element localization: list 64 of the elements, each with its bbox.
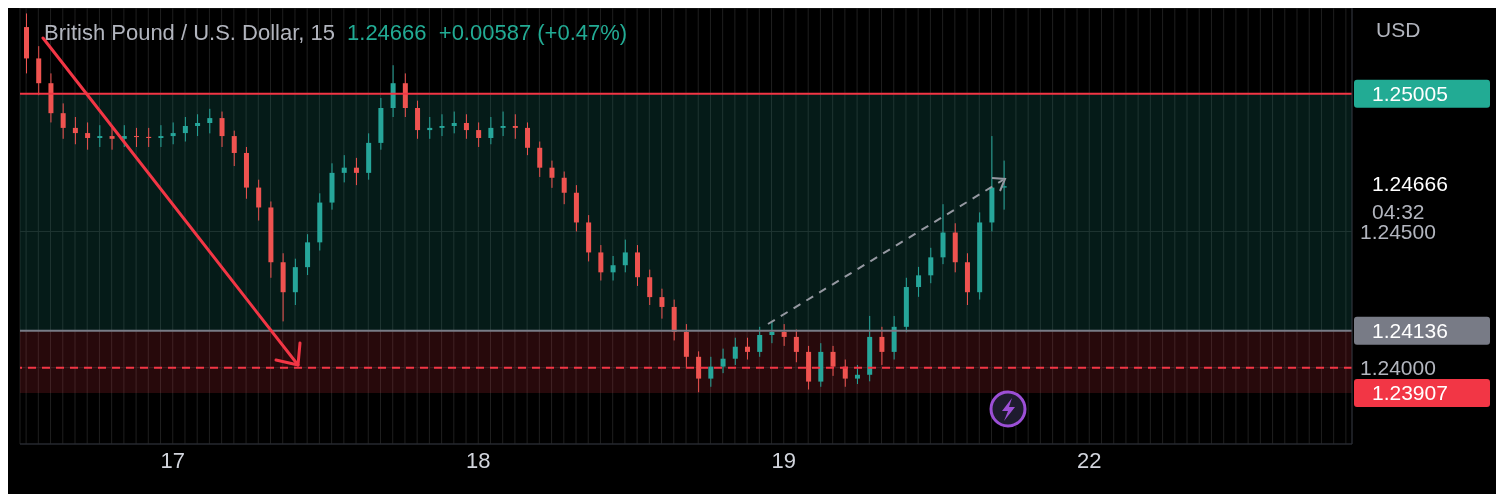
candlestick — [793, 329, 799, 363]
candlestick — [708, 356, 714, 388]
candlestick — [696, 350, 702, 393]
x-tick-label: 18 — [466, 447, 491, 473]
candlestick — [121, 124, 127, 148]
candlestick — [610, 255, 616, 281]
candlestick — [537, 141, 543, 178]
x-tick-label: 22 — [1077, 447, 1102, 473]
text: British Pound / U.S. Dollar, 15 — [44, 20, 336, 45]
candlestick — [647, 269, 653, 306]
candlestick — [451, 111, 457, 134]
candlestick — [1001, 160, 1007, 211]
candlestick — [85, 121, 91, 151]
candlestick — [744, 337, 750, 361]
candlestick — [500, 111, 506, 137]
text: 04:32 — [1372, 200, 1425, 225]
candlestick — [598, 244, 604, 281]
candlestick — [415, 100, 421, 140]
candlestick — [133, 127, 139, 148]
candlestick — [561, 171, 567, 205]
candlestick — [928, 247, 934, 284]
text: 1.24666 — [1372, 172, 1448, 197]
candlestick — [170, 121, 176, 145]
x-tick-label: 19 — [771, 447, 796, 473]
candlestick — [60, 102, 66, 140]
candlestick — [231, 130, 237, 167]
candlestick — [427, 116, 433, 140]
candlestick — [476, 121, 482, 148]
candlestick — [854, 364, 860, 385]
y-tick-label: 1.24000 — [1360, 356, 1436, 380]
candlestick — [659, 288, 665, 320]
candlestick — [879, 326, 885, 366]
candlestick — [525, 121, 531, 156]
text: USD — [1376, 18, 1421, 42]
candlestick — [109, 127, 115, 151]
candlestick — [97, 124, 103, 148]
candlestick — [463, 113, 469, 140]
candlestick — [195, 113, 201, 137]
candlestick — [781, 323, 787, 347]
candlestick — [720, 348, 726, 374]
candlestick — [146, 127, 152, 148]
candlestick — [769, 320, 775, 344]
ref-line-label: 1.24136 — [1372, 318, 1448, 342]
candlestick — [916, 266, 922, 298]
candlestick — [158, 124, 164, 148]
candlestick — [830, 345, 836, 377]
candlestick — [757, 326, 763, 358]
candlestick — [732, 337, 738, 366]
candlestick — [182, 116, 188, 143]
text: 1.24666 +0.00587 (+0.47%) — [347, 20, 628, 45]
candlestick — [219, 111, 225, 148]
candlestick — [353, 157, 359, 186]
band-label: 1.23907 — [1372, 381, 1448, 405]
candlestick — [341, 154, 347, 183]
candlestick — [439, 113, 445, 137]
candlestick — [549, 160, 555, 189]
candlestick — [72, 116, 78, 145]
candlestick — [256, 179, 262, 222]
band-label: 1.25005 — [1372, 81, 1448, 105]
candlestick — [512, 113, 518, 140]
candlestick — [488, 116, 494, 145]
candlestick — [622, 239, 628, 273]
candlestick — [207, 108, 213, 134]
x-tick-label: 17 — [160, 447, 185, 473]
